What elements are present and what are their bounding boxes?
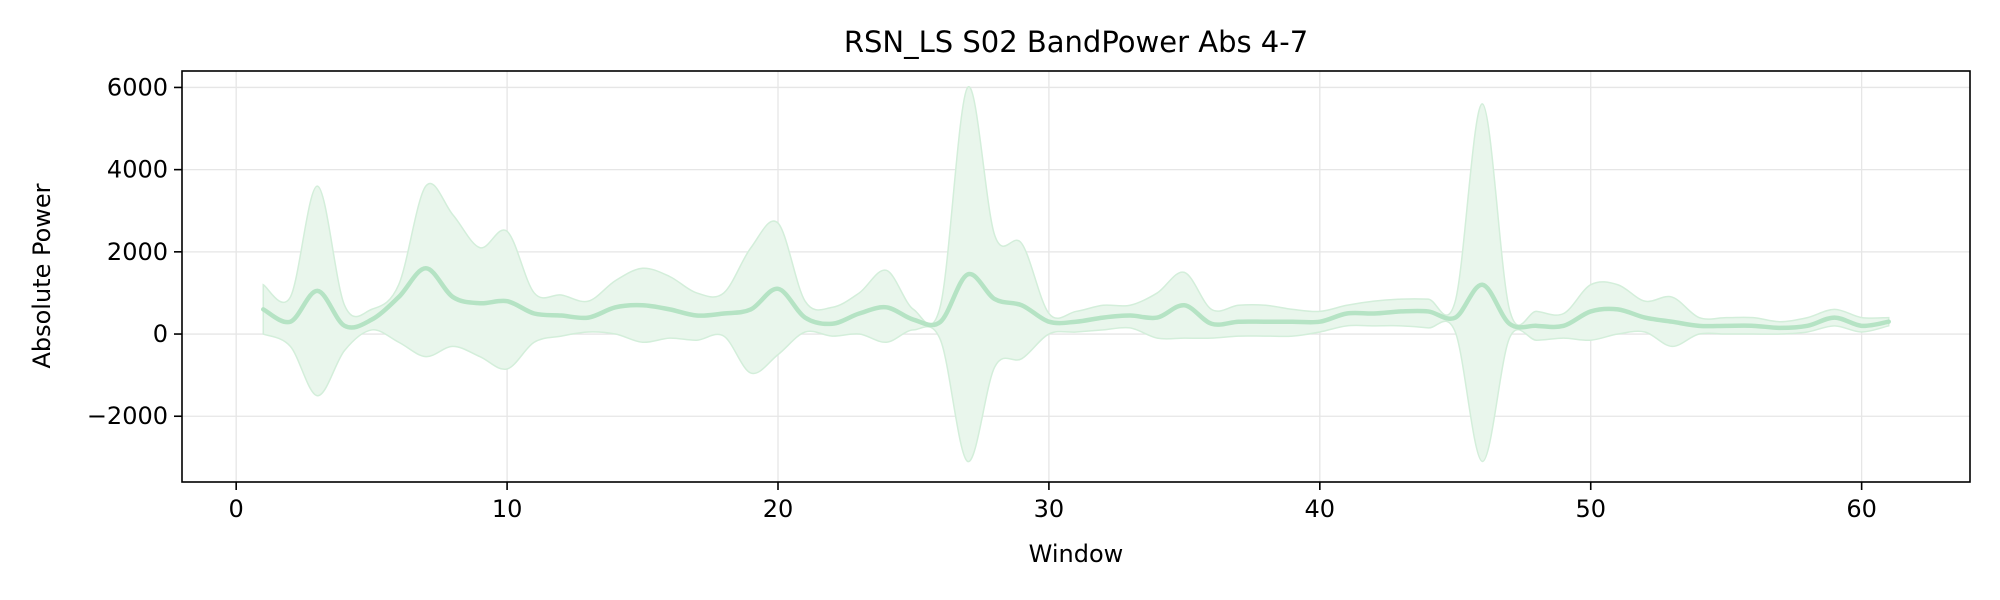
series-line [261,266,1891,331]
y-axis: −2000 0 2000 4000 6000 [87,73,182,430]
y-axis-title: Absolute Power [28,183,56,368]
x-tick-label: 0 [229,495,244,523]
plot-frame [181,70,1971,483]
x-tick-label: 60 [1846,495,1877,523]
x-axis: 0 10 20 30 40 50 60 [229,482,1877,523]
chart-title: RSN_LS S02 BandPower Abs 4-7 [844,25,1308,59]
y-tick-label: 2000 [107,238,168,266]
y-tick-label: 4000 [107,156,168,184]
series [261,266,1891,331]
x-tick-label: 40 [1305,495,1336,523]
band-area [262,86,1890,463]
x-tick-label: 50 [1575,495,1606,523]
x-axis-title: Window [1029,540,1124,568]
x-tick-label: 10 [492,495,523,523]
x-tick-label: 30 [1034,495,1065,523]
y-tick-label: 0 [153,320,168,348]
confidence-band [262,86,1890,463]
x-tick-label: 20 [763,495,794,523]
y-tick-label: −2000 [87,402,168,430]
y-tick-label: 6000 [107,73,168,101]
